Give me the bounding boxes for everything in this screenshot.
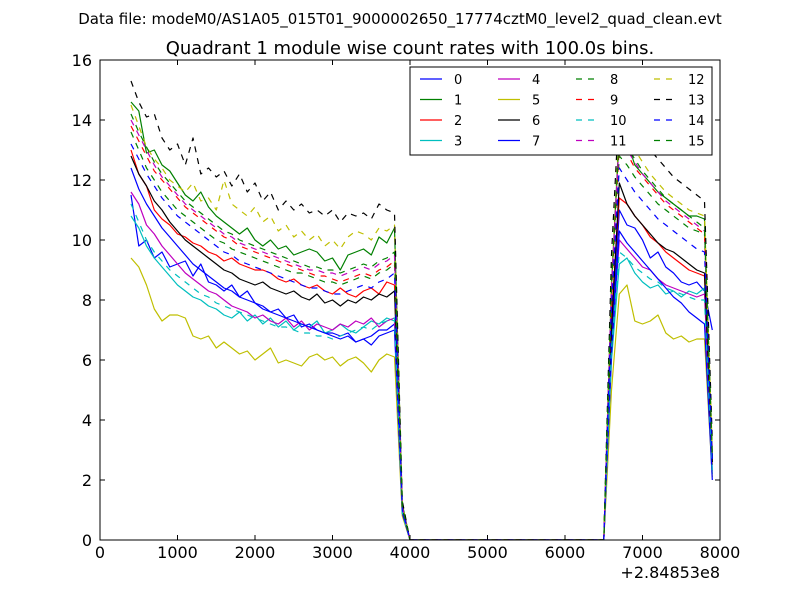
x-tick-label: 2000 — [235, 543, 276, 562]
chart-title: Quadrant 1 module wise count rates with … — [166, 38, 655, 59]
legend-label-11: 11 — [610, 135, 627, 150]
series-group — [130, 80, 713, 540]
x-tick-label: 5000 — [467, 543, 508, 562]
y-tick-label: 0 — [82, 531, 92, 550]
series-line-10 — [130, 203, 713, 540]
legend-box — [409, 66, 713, 156]
legend-label-10: 10 — [610, 114, 627, 129]
x-tick-label: 6000 — [545, 543, 586, 562]
legend-label-5: 5 — [532, 94, 540, 109]
y-tick-label: 14 — [72, 111, 92, 130]
y-tick-label: 2 — [82, 471, 92, 490]
series-line-14 — [130, 143, 713, 540]
legend-label-14: 14 — [688, 114, 705, 129]
series-line-3 — [130, 215, 713, 540]
legend-label-2: 2 — [454, 114, 462, 129]
legend-label-13: 13 — [688, 94, 705, 109]
y-tick-label: 4 — [82, 411, 92, 430]
legend-label-7: 7 — [532, 135, 540, 150]
legend-label-1: 1 — [454, 94, 462, 109]
x-tick-label: 3000 — [312, 543, 353, 562]
x-tick-label: 8000 — [700, 543, 741, 562]
legend-label-9: 9 — [610, 94, 618, 109]
legend-label-12: 12 — [688, 73, 705, 88]
legend-label-4: 4 — [532, 73, 540, 88]
figure-suptitle: Data file: modeM0/AS1A05_015T01_90000026… — [78, 10, 722, 29]
x-axis-offset-label: +2.84853e8 — [620, 563, 720, 582]
legend-label-0: 0 — [454, 73, 462, 88]
y-tick-label: 6 — [82, 351, 92, 370]
x-tick-label: 7000 — [622, 543, 663, 562]
series-line-11 — [130, 119, 713, 540]
series-line-13 — [130, 80, 713, 540]
legend-label-6: 6 — [532, 114, 540, 129]
y-tick-label: 10 — [72, 231, 92, 250]
y-tick-label: 12 — [72, 171, 92, 190]
legend-label-8: 8 — [610, 73, 618, 88]
y-tick-label: 16 — [72, 51, 92, 70]
series-line-6 — [130, 155, 713, 540]
legend-label-3: 3 — [454, 135, 462, 150]
x-tick-label: 4000 — [390, 543, 431, 562]
series-line-5 — [130, 257, 713, 540]
series-line-7 — [130, 167, 713, 540]
plot-area: 0 1000 2000 3000 4000 5000 6000 7000 80000246810… — [72, 51, 741, 562]
x-tick-label: 1000 — [157, 543, 198, 562]
series-line-15 — [130, 113, 713, 540]
legend-label-15: 15 — [688, 135, 705, 150]
series-line-0 — [130, 194, 713, 540]
x-tick-label: 0 — [95, 543, 105, 562]
y-tick-label: 8 — [82, 291, 92, 310]
